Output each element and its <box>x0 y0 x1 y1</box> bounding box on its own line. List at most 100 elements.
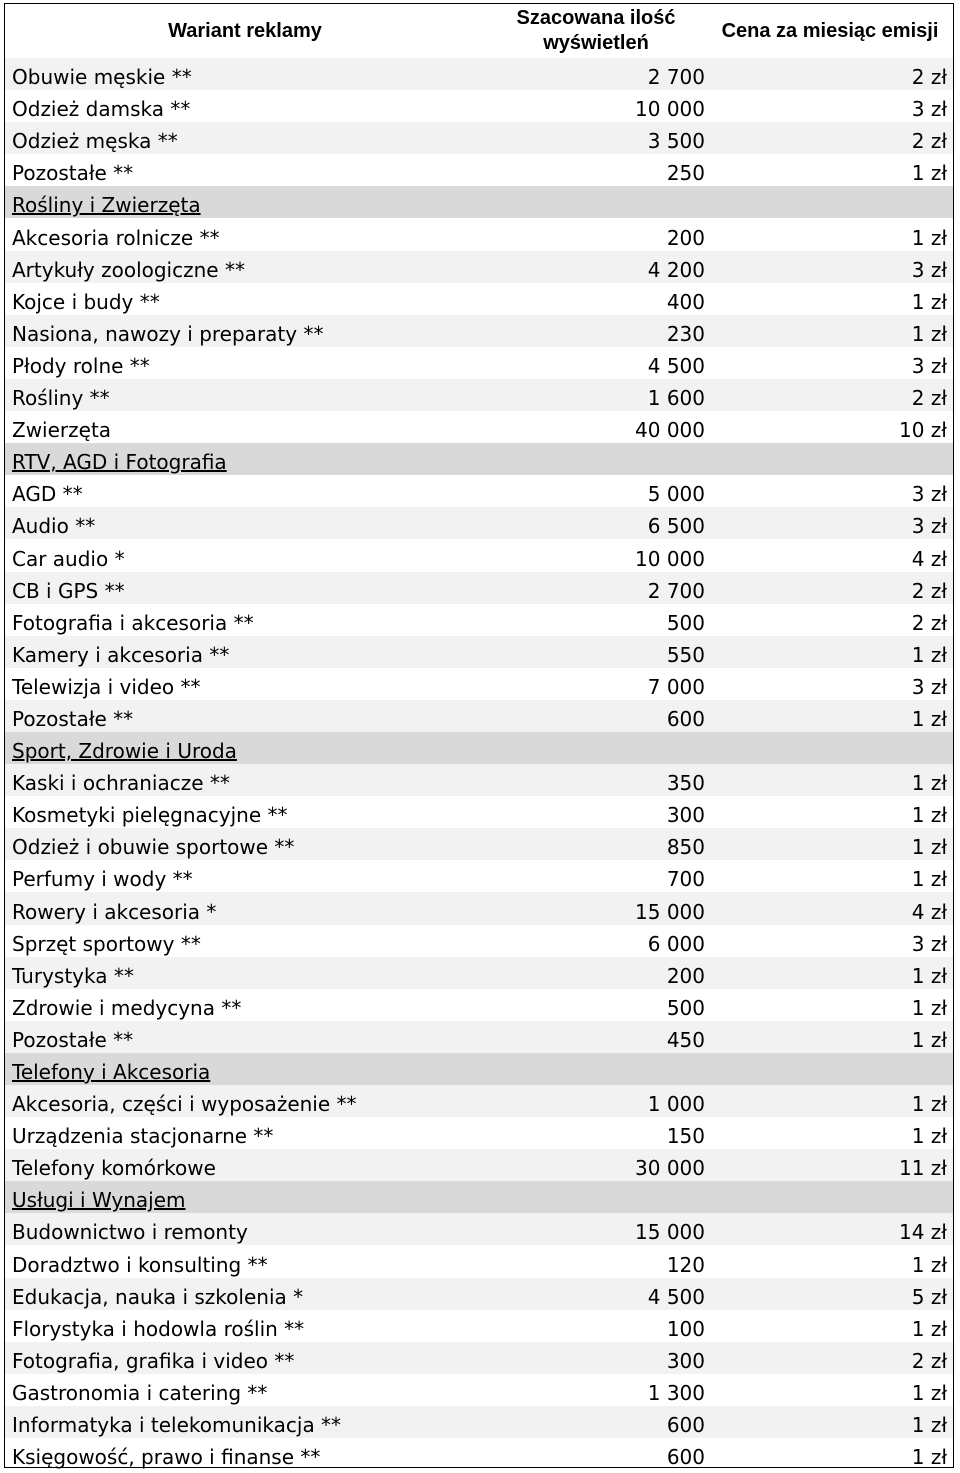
cell-price: 3 zł <box>707 507 953 540</box>
category-label: Telefony i Akcesoria <box>5 1052 485 1085</box>
cell-variant: Gastronomia i catering ** <box>12 1380 268 1405</box>
cell-views: 120 <box>666 1252 705 1277</box>
table-row: Fotografia, grafika i video ** 300 2 zł <box>5 1341 953 1374</box>
table-row: Kaski i ochraniacze ** 350 1 zł <box>5 764 953 797</box>
cell-price: 1 zł <box>911 1445 947 1470</box>
cell-views: 200 <box>485 956 707 989</box>
cell-price: 1 zł <box>911 995 947 1020</box>
cell-price: 3 zł <box>911 353 947 378</box>
cell-variant: Artykuły zoologiczne ** <box>5 250 485 283</box>
cell-views: 6 000 <box>647 931 705 956</box>
cell-variant: Obuwie męskie ** <box>5 58 485 91</box>
cell-views: 450 <box>485 1020 707 1053</box>
cell-price: 2 zł <box>707 122 953 155</box>
table-row: Car audio * 10 000 4 zł <box>5 539 953 571</box>
category-label: RTV, AGD i Fotografia <box>5 443 485 476</box>
header-price: Cena za miesiąc emisji <box>721 19 939 42</box>
cell-price: 1 zł <box>911 1316 947 1341</box>
cell-views <box>485 1052 707 1085</box>
cell-views: 300 <box>666 803 705 828</box>
cell-views: 15 000 <box>485 892 707 925</box>
cell-views: 1 000 <box>485 1085 707 1118</box>
table-row: Pozostałe ** 600 1 zł <box>5 699 953 732</box>
cell-views <box>485 731 707 765</box>
cell-price <box>707 1052 953 1085</box>
cell-price: 1 zł <box>707 699 953 732</box>
cell-views: 500 <box>666 610 705 635</box>
cell-price: 4 zł <box>911 546 947 571</box>
cell-views: 350 <box>485 764 707 797</box>
cell-variant: Informatyka i telekomunikacja ** <box>5 1405 485 1439</box>
cell-views: 2 700 <box>485 58 707 91</box>
cell-variant: Pozostałe ** <box>12 161 134 186</box>
cell-price: 1 zł <box>707 1020 953 1053</box>
table-row: Sprzęt sportowy ** 6 000 3 zł <box>5 925 953 957</box>
table-row: Odzież i obuwie sportowe ** 850 1 zł <box>5 828 953 861</box>
table-row: Akcesoria rolnicze ** 200 1 zł <box>5 218 953 250</box>
cell-variant: Car audio * <box>12 546 125 571</box>
cell-views: 5 000 <box>647 482 705 507</box>
table-row: Doradztwo i konsulting ** 120 1 zł <box>5 1245 953 1277</box>
table-row: Gastronomia i catering ** 1 300 1 zł <box>5 1374 953 1406</box>
cell-views: 600 <box>485 699 707 732</box>
cell-price: 1 zł <box>911 289 947 314</box>
cell-views: 40 000 <box>635 418 705 443</box>
table-row: Zwierzęta 40 000 10 zł <box>5 411 953 443</box>
cell-views: 7 000 <box>647 674 705 699</box>
cell-price: 3 zł <box>911 97 947 122</box>
cell-price: 2 zł <box>707 571 953 604</box>
table-row: Perfumy i wody ** 700 1 zł <box>5 860 953 892</box>
cell-price: 2 zł <box>707 1341 953 1374</box>
table-row: Akcesoria, części i wyposażenie ** 1 000 1… <box>5 1085 953 1118</box>
cell-price: 1 zł <box>707 635 953 668</box>
category-row: Sport, Zdrowie i Uroda <box>5 731 953 765</box>
cell-variant: Fotografia i akcesoria ** <box>12 610 254 635</box>
cell-views: 4 500 <box>647 353 705 378</box>
cell-variant: Kamery i akcesoria ** <box>5 635 485 668</box>
table-row: Rowery i akcesoria * 15 000 4 zł <box>5 892 953 925</box>
table-row: Kojce i budy ** 400 1 zł <box>5 283 953 315</box>
cell-price: 1 zł <box>707 1405 953 1439</box>
cell-views <box>485 443 707 476</box>
cell-views: 30 000 <box>485 1149 707 1182</box>
cell-views: 4 200 <box>485 250 707 283</box>
cell-views: 600 <box>666 1445 705 1470</box>
cell-variant: Nasiona, nawozy i preparaty ** <box>5 314 485 347</box>
cell-variant: AGD ** <box>12 482 83 507</box>
cell-variant: Perfumy i wody ** <box>12 867 193 892</box>
category-row: RTV, AGD i Fotografia <box>5 443 953 476</box>
table-row: Turystyka ** 200 1 zł <box>5 956 953 989</box>
table-row: Telefony komórkowe 30 000 11 zł <box>5 1149 953 1182</box>
cell-views: 550 <box>485 635 707 668</box>
cell-price: 1 zł <box>911 1252 947 1277</box>
cell-price: 1 zł <box>911 225 947 250</box>
cell-variant: Pozostałe ** <box>5 699 485 732</box>
cell-price: 1 zł <box>707 764 953 797</box>
cell-variant: Płody rolne ** <box>12 353 150 378</box>
cell-price: 14 zł <box>707 1213 953 1246</box>
cell-views <box>485 1181 707 1214</box>
table-row: Obuwie męskie ** 2 700 2 zł <box>5 58 953 91</box>
cell-price: 10 zł <box>899 418 947 443</box>
category-row: Rośliny i Zwierzęta <box>5 186 953 219</box>
cell-views: 400 <box>666 289 705 314</box>
cell-views <box>485 186 707 219</box>
cell-price <box>707 1181 953 1214</box>
table-row: Rośliny ** 1 600 2 zł <box>5 378 953 412</box>
cell-views: 10 000 <box>635 546 705 571</box>
cell-price: 4 zł <box>707 892 953 925</box>
table-row: Florystyka i hodowla roślin ** 100 1 zł <box>5 1310 953 1342</box>
cell-price: 1 zł <box>911 1380 947 1405</box>
cell-views: 2 700 <box>485 571 707 604</box>
cell-views: 230 <box>485 314 707 347</box>
cell-variant: Florystyka i hodowla roślin ** <box>12 1316 305 1341</box>
cell-price: 3 zł <box>911 674 947 699</box>
cell-variant: Fotografia, grafika i video ** <box>5 1341 485 1374</box>
table-row: Kamery i akcesoria ** 550 1 zł <box>5 635 953 668</box>
cell-variant: Odzież męska ** <box>5 122 485 155</box>
table-row: AGD ** 5 000 3 zł <box>5 475 953 507</box>
cell-variant: Doradztwo i konsulting ** <box>12 1252 268 1277</box>
category-label: Usługi i Wynajem <box>5 1181 485 1214</box>
header-views: Szacowana ilość wyświetleń <box>516 7 676 54</box>
pricing-table: Wariant reklamy Szacowana ilość wyświetl… <box>5 4 953 1470</box>
